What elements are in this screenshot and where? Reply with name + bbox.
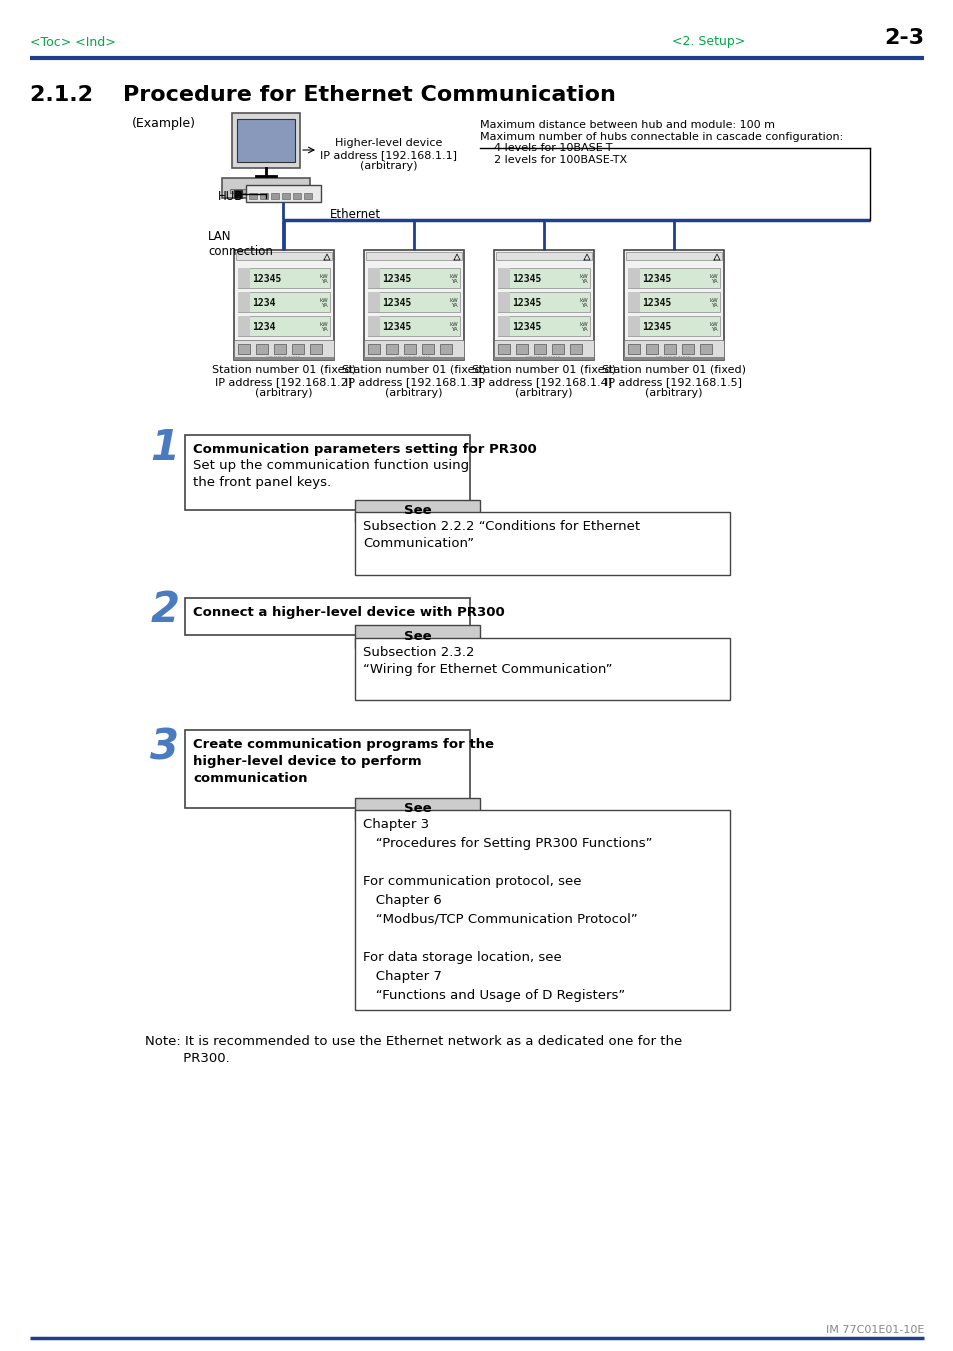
FancyBboxPatch shape bbox=[271, 193, 278, 199]
FancyBboxPatch shape bbox=[355, 798, 479, 820]
Text: See: See bbox=[403, 630, 431, 643]
Text: kW
YA: kW YA bbox=[449, 297, 457, 308]
Text: YOKOGAWA: YOKOGAWA bbox=[395, 355, 432, 361]
FancyBboxPatch shape bbox=[663, 345, 676, 354]
FancyBboxPatch shape bbox=[355, 626, 479, 648]
FancyBboxPatch shape bbox=[292, 345, 304, 354]
FancyBboxPatch shape bbox=[364, 357, 463, 359]
FancyBboxPatch shape bbox=[274, 345, 286, 354]
Text: Set up the communication function using
the front panel keys.: Set up the communication function using … bbox=[193, 459, 469, 489]
Text: Chapter 3
   “Procedures for Setting PR300 Functions”

For communication protoco: Chapter 3 “Procedures for Setting PR300 … bbox=[363, 817, 652, 1002]
FancyBboxPatch shape bbox=[249, 193, 256, 199]
Text: kW
YA: kW YA bbox=[319, 297, 328, 308]
FancyBboxPatch shape bbox=[368, 316, 379, 336]
FancyBboxPatch shape bbox=[403, 345, 416, 354]
FancyBboxPatch shape bbox=[627, 292, 639, 312]
Text: Connect a higher-level device with PR300: Connect a higher-level device with PR300 bbox=[193, 607, 504, 619]
Text: 12345: 12345 bbox=[381, 274, 411, 284]
Text: Subsection 2.2.2 “Conditions for Ethernet
Communication”: Subsection 2.2.2 “Conditions for Etherne… bbox=[363, 520, 639, 550]
Text: Create communication programs for the
higher-level device to perform
communicati: Create communication programs for the hi… bbox=[193, 738, 494, 785]
FancyBboxPatch shape bbox=[625, 253, 721, 259]
FancyBboxPatch shape bbox=[255, 345, 268, 354]
FancyBboxPatch shape bbox=[293, 193, 301, 199]
FancyBboxPatch shape bbox=[569, 345, 581, 354]
FancyBboxPatch shape bbox=[237, 292, 330, 312]
Text: 12345: 12345 bbox=[252, 274, 281, 284]
Text: 12345: 12345 bbox=[512, 274, 540, 284]
Text: kW
YA: kW YA bbox=[578, 322, 587, 332]
FancyBboxPatch shape bbox=[627, 316, 720, 336]
FancyBboxPatch shape bbox=[232, 113, 299, 168]
FancyBboxPatch shape bbox=[310, 345, 322, 354]
FancyBboxPatch shape bbox=[237, 292, 250, 312]
Text: YOKOGAWA: YOKOGAWA bbox=[266, 355, 302, 361]
Text: Higher-level device
IP address [192.168.1.1]
(arbitrary): Higher-level device IP address [192.168.… bbox=[319, 138, 456, 172]
FancyBboxPatch shape bbox=[386, 345, 397, 354]
FancyBboxPatch shape bbox=[237, 267, 330, 288]
FancyBboxPatch shape bbox=[368, 316, 459, 336]
FancyBboxPatch shape bbox=[236, 119, 294, 162]
FancyBboxPatch shape bbox=[496, 253, 592, 259]
Text: 12345: 12345 bbox=[381, 322, 411, 332]
FancyBboxPatch shape bbox=[230, 189, 302, 193]
FancyBboxPatch shape bbox=[497, 292, 589, 312]
FancyBboxPatch shape bbox=[237, 345, 250, 354]
FancyBboxPatch shape bbox=[516, 345, 527, 354]
Text: YOKOGAWA: YOKOGAWA bbox=[525, 355, 561, 361]
Text: 2: 2 bbox=[151, 589, 179, 631]
Text: 12345: 12345 bbox=[381, 299, 411, 308]
Text: See: See bbox=[403, 802, 431, 816]
Text: 12345: 12345 bbox=[641, 274, 671, 284]
FancyBboxPatch shape bbox=[497, 316, 510, 336]
Text: IM 77C01E01-10E: IM 77C01E01-10E bbox=[824, 1325, 923, 1335]
FancyBboxPatch shape bbox=[368, 292, 459, 312]
Text: <Toc> <Ind>: <Toc> <Ind> bbox=[30, 35, 115, 49]
FancyBboxPatch shape bbox=[497, 267, 589, 288]
FancyBboxPatch shape bbox=[185, 435, 470, 509]
FancyBboxPatch shape bbox=[534, 345, 545, 354]
FancyBboxPatch shape bbox=[185, 730, 470, 808]
Text: 1: 1 bbox=[151, 427, 179, 469]
Text: Subsection 2.3.2
“Wiring for Ethernet Communication”: Subsection 2.3.2 “Wiring for Ethernet Co… bbox=[363, 646, 612, 676]
FancyBboxPatch shape bbox=[260, 193, 268, 199]
Text: 12345: 12345 bbox=[641, 299, 671, 308]
Text: kW
YA: kW YA bbox=[578, 274, 587, 285]
FancyBboxPatch shape bbox=[246, 185, 320, 203]
FancyBboxPatch shape bbox=[237, 316, 330, 336]
FancyBboxPatch shape bbox=[627, 316, 639, 336]
Text: 1234: 1234 bbox=[252, 299, 275, 308]
FancyBboxPatch shape bbox=[355, 500, 479, 521]
FancyBboxPatch shape bbox=[627, 267, 720, 288]
FancyBboxPatch shape bbox=[304, 193, 312, 199]
Text: kW
YA: kW YA bbox=[708, 274, 718, 285]
FancyBboxPatch shape bbox=[368, 345, 379, 354]
FancyBboxPatch shape bbox=[681, 345, 693, 354]
FancyBboxPatch shape bbox=[494, 340, 594, 358]
FancyBboxPatch shape bbox=[497, 345, 510, 354]
Text: LAN
connection: LAN connection bbox=[208, 230, 273, 258]
FancyBboxPatch shape bbox=[623, 357, 723, 359]
FancyBboxPatch shape bbox=[497, 316, 589, 336]
Text: (Example): (Example) bbox=[132, 116, 195, 130]
FancyBboxPatch shape bbox=[700, 345, 711, 354]
FancyBboxPatch shape bbox=[368, 267, 459, 288]
FancyBboxPatch shape bbox=[185, 598, 470, 635]
Text: Station number 01 (fixed)
IP address [192.168.1.4]
(arbitrary): Station number 01 (fixed) IP address [19… bbox=[472, 365, 616, 399]
FancyBboxPatch shape bbox=[497, 267, 510, 288]
Text: See: See bbox=[403, 504, 431, 517]
Text: kW
YA: kW YA bbox=[449, 274, 457, 285]
FancyBboxPatch shape bbox=[552, 345, 563, 354]
FancyBboxPatch shape bbox=[222, 178, 310, 199]
FancyBboxPatch shape bbox=[421, 345, 434, 354]
FancyBboxPatch shape bbox=[368, 292, 379, 312]
FancyBboxPatch shape bbox=[233, 340, 334, 358]
FancyBboxPatch shape bbox=[368, 267, 379, 288]
FancyBboxPatch shape bbox=[494, 357, 594, 359]
FancyBboxPatch shape bbox=[366, 253, 461, 259]
Text: Ethernet: Ethernet bbox=[329, 208, 380, 222]
Text: Station number 01 (fixed)
IP address [192.168.1.5]
(arbitrary): Station number 01 (fixed) IP address [19… bbox=[601, 365, 745, 399]
FancyBboxPatch shape bbox=[355, 811, 729, 1011]
FancyBboxPatch shape bbox=[282, 193, 290, 199]
Text: Station number 01 (fixed)
IP address [192.168.1.3]
(arbitrary): Station number 01 (fixed) IP address [19… bbox=[341, 365, 485, 399]
Text: <2. Setup>: <2. Setup> bbox=[671, 35, 744, 49]
